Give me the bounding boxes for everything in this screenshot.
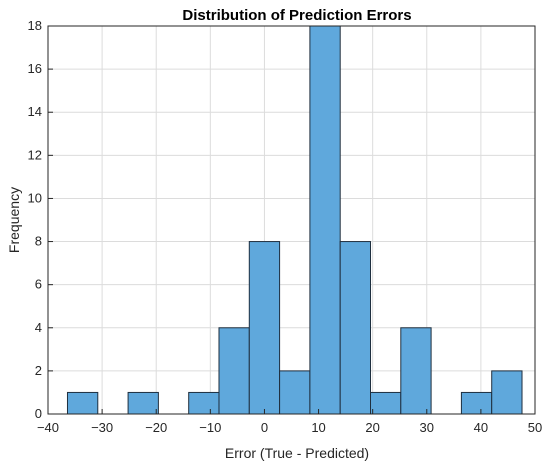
chart-title: Distribution of Prediction Errors (182, 7, 411, 24)
x-tick-label: −40 (37, 420, 59, 435)
x-tick-label: 30 (420, 420, 434, 435)
y-tick-label: 6 (35, 277, 42, 292)
histogram-bar (339, 241, 372, 415)
y-tick-label: 2 (35, 363, 42, 378)
y-axis-label: Frequency (6, 187, 22, 253)
histogram-bar (218, 327, 250, 415)
x-tick-label: 40 (474, 420, 488, 435)
y-tick-label: 4 (35, 320, 42, 335)
histogram-bar (248, 241, 281, 415)
histogram-bar (188, 391, 220, 415)
y-tick-label: 8 (35, 234, 42, 249)
y-tick-label: 10 (28, 190, 42, 205)
x-tick-label: 50 (528, 420, 542, 435)
plot-frame (47, 25, 536, 415)
y-tick-label: 16 (28, 61, 42, 76)
grid-lines (47, 25, 536, 415)
histogram-bar (491, 370, 523, 415)
x-axis-label: Error (True - Predicted) (225, 445, 369, 461)
histogram-bar (460, 391, 493, 415)
histogram-bar (309, 25, 341, 415)
bars-group (66, 25, 523, 415)
y-tick-label: 12 (28, 147, 42, 162)
x-tick-label: −10 (199, 420, 221, 435)
x-tick-label: 0 (261, 420, 268, 435)
x-axis-ticks: −40 −30 −20 −10 0 10 20 30 40 50 (37, 409, 542, 435)
histogram-bar (370, 391, 402, 415)
histogram-bar (400, 327, 432, 415)
x-tick-label: 10 (311, 420, 325, 435)
y-tick-label: 14 (28, 104, 42, 119)
histogram-bar (279, 370, 311, 415)
x-tick-label: 20 (365, 420, 379, 435)
histogram-bar (127, 391, 159, 415)
y-axis-ticks: 0 2 4 6 8 10 12 14 16 18 (28, 18, 53, 421)
y-tick-label: 0 (35, 406, 42, 421)
x-tick-label: −20 (145, 420, 167, 435)
histogram-bar (66, 391, 99, 415)
y-tick-label: 18 (28, 18, 42, 33)
x-tick-label: −30 (91, 420, 113, 435)
